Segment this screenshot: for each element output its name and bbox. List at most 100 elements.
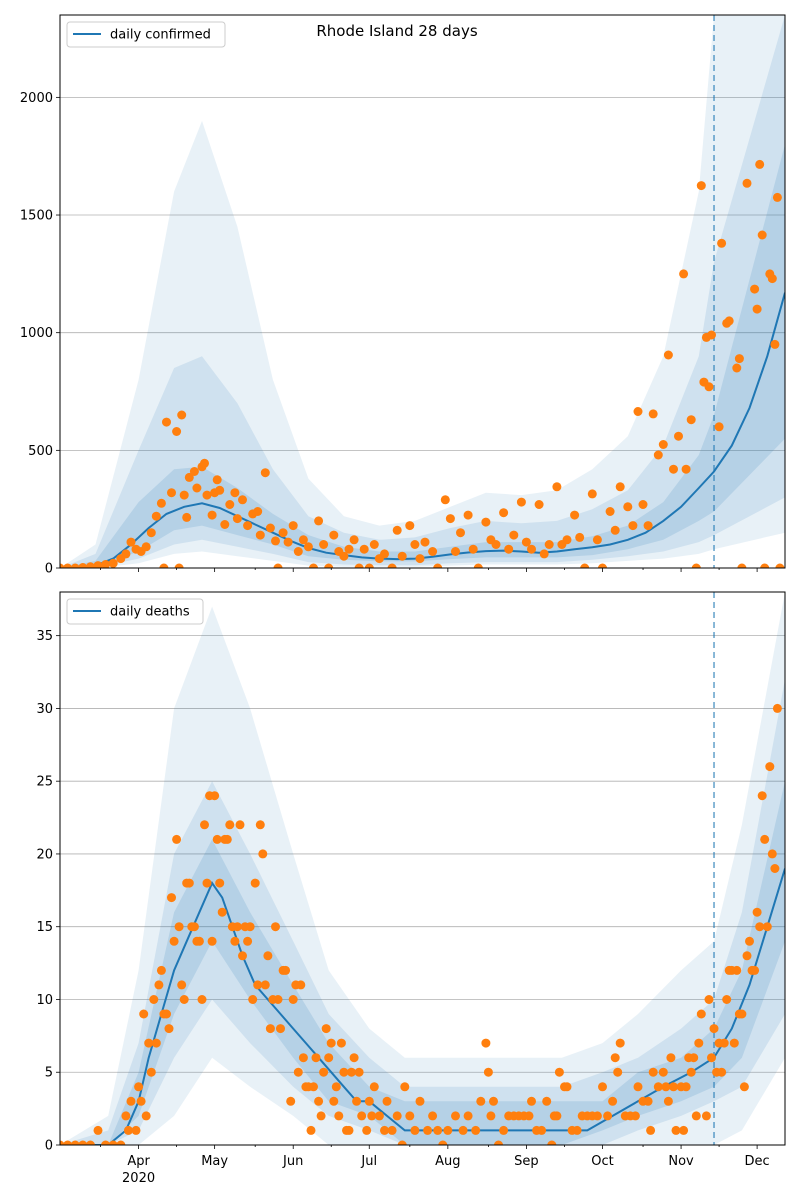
- deaths-y-tick-label: 30: [36, 702, 53, 717]
- deaths-band-middle: [60, 679, 785, 1145]
- deaths-observed-point: [415, 1096, 425, 1106]
- deaths-observed-point: [547, 1140, 557, 1145]
- confirmed-observed-point: [314, 516, 324, 526]
- confirmed-observed-point: [592, 535, 602, 545]
- confirmed-observed-point: [691, 563, 701, 568]
- confirmed-observed-point: [707, 330, 716, 340]
- confirmed-y-tick-label: 1500: [20, 209, 53, 224]
- confirmed-observed-point: [580, 563, 590, 568]
- confirmed-plot-area: [60, 15, 785, 568]
- confirmed-observed-point: [253, 507, 263, 516]
- confirmed-observed-point: [504, 544, 514, 554]
- confirmed-observed-point: [534, 500, 544, 509]
- confirmed-observed-point: [255, 530, 265, 540]
- deaths-plot-area: [60, 592, 785, 1145]
- deaths-y-tick-label: 20: [36, 847, 53, 862]
- deaths-observed-point: [729, 1038, 739, 1048]
- deaths-observed-point: [661, 1082, 671, 1092]
- confirmed-observed-point: [610, 525, 620, 535]
- deaths-band-inner: [60, 781, 785, 1145]
- confirmed-observed-point: [85, 562, 95, 568]
- deaths-observed-point: [194, 936, 204, 946]
- deaths-observed-point: [524, 1111, 534, 1121]
- confirmed-observed-point: [714, 422, 724, 432]
- confirmed-observed-point: [177, 410, 187, 420]
- confirmed-observed-point: [319, 540, 329, 549]
- deaths-observed-point: [276, 1024, 285, 1034]
- confirmed-observed-point: [309, 563, 318, 568]
- deaths-observed-point: [732, 965, 742, 975]
- deaths-observed-point: [552, 1111, 562, 1121]
- deaths-legend-label: daily deaths: [110, 605, 190, 620]
- confirmed-observed-point: [605, 507, 615, 516]
- confirmed-y-tick-label: 500: [28, 444, 53, 459]
- deaths-observed-point: [592, 1111, 602, 1121]
- deaths-observed-point: [331, 1082, 341, 1092]
- deaths-observed-point: [443, 1125, 453, 1135]
- deaths-observed-point: [189, 922, 199, 932]
- deaths-observed-point: [273, 995, 283, 1004]
- confirmed-observed-point: [329, 530, 339, 540]
- confirmed-observed-point: [679, 269, 689, 279]
- confirmed-observed-point: [770, 339, 780, 349]
- deaths-observed-point: [696, 1009, 706, 1019]
- deaths-observed-point: [598, 1082, 607, 1092]
- confirmed-observed-point: [189, 467, 199, 476]
- deaths-observed-point: [374, 1111, 384, 1121]
- deaths-observed-point: [603, 1111, 613, 1121]
- confirmed-observed-point: [339, 551, 349, 561]
- confirmed-observed-point: [207, 510, 217, 520]
- confirmed-observed-point: [108, 558, 118, 568]
- confirmed-observed-point: [192, 483, 202, 493]
- deaths-observed-point: [336, 1038, 346, 1048]
- deaths-observed-point: [772, 703, 782, 713]
- deaths-observed-point: [704, 995, 714, 1004]
- confirmed-observed-point: [521, 537, 531, 547]
- deaths-observed-point: [471, 1125, 481, 1135]
- confirmed-observed-point: [141, 542, 151, 552]
- deaths-observed-point: [136, 1096, 146, 1106]
- deaths-observed-point: [486, 1111, 496, 1121]
- confirmed-observed-point: [126, 537, 136, 547]
- deaths-observed-point: [562, 1082, 572, 1092]
- deaths-observed-point: [451, 1111, 460, 1121]
- deaths-observed-point: [357, 1111, 367, 1121]
- confirmed-observed-point: [527, 544, 536, 554]
- confirmed-observed-point: [456, 528, 465, 538]
- deaths-observed-point: [770, 864, 780, 873]
- deaths-observed-point: [762, 922, 772, 932]
- confirmed-observed-point: [380, 549, 389, 559]
- confirmed-x-axis: [100, 568, 758, 572]
- deaths-observed-point: [184, 878, 194, 888]
- deaths-observed-point: [428, 1111, 438, 1121]
- deaths-observed-point: [707, 1053, 716, 1063]
- confirmed-observed-point: [440, 495, 450, 505]
- deaths-observed-point: [671, 1125, 681, 1135]
- confirmed-y-axis: 0 500 1000 1500 2000: [20, 91, 60, 577]
- confirmed-observed-point: [303, 542, 313, 552]
- confirmed-observed-point: [273, 563, 283, 568]
- deaths-observed-point: [164, 1024, 174, 1034]
- confirmed-observed-point: [737, 563, 747, 568]
- confirmed-observed-point: [172, 427, 182, 436]
- deaths-observed-point: [298, 1053, 308, 1063]
- confirmed-observed-point: [772, 192, 782, 202]
- deaths-observed-point: [658, 1067, 668, 1077]
- confirmed-observed-point: [658, 440, 668, 449]
- deaths-band-outer: [60, 592, 785, 1145]
- deaths-observed-point: [643, 1096, 653, 1106]
- deaths-observed-point: [613, 1067, 623, 1077]
- deaths-observed-point: [258, 849, 268, 859]
- confirmed-legend-box: [66, 21, 226, 48]
- deaths-observed-point: [339, 1067, 349, 1077]
- confirmed-observed-point: [755, 159, 765, 169]
- deaths-observed-point: [245, 922, 255, 932]
- deaths-observed-point: [108, 1140, 118, 1145]
- confirmed-observed-point: [717, 238, 727, 248]
- deaths-observed-point: [767, 849, 777, 859]
- confirmed-observed-point: [468, 544, 478, 554]
- deaths-observed-point: [154, 980, 164, 990]
- deaths-observed-point: [139, 1009, 149, 1019]
- deaths-observed-point: [197, 995, 207, 1004]
- deaths-observed-point: [608, 1096, 618, 1106]
